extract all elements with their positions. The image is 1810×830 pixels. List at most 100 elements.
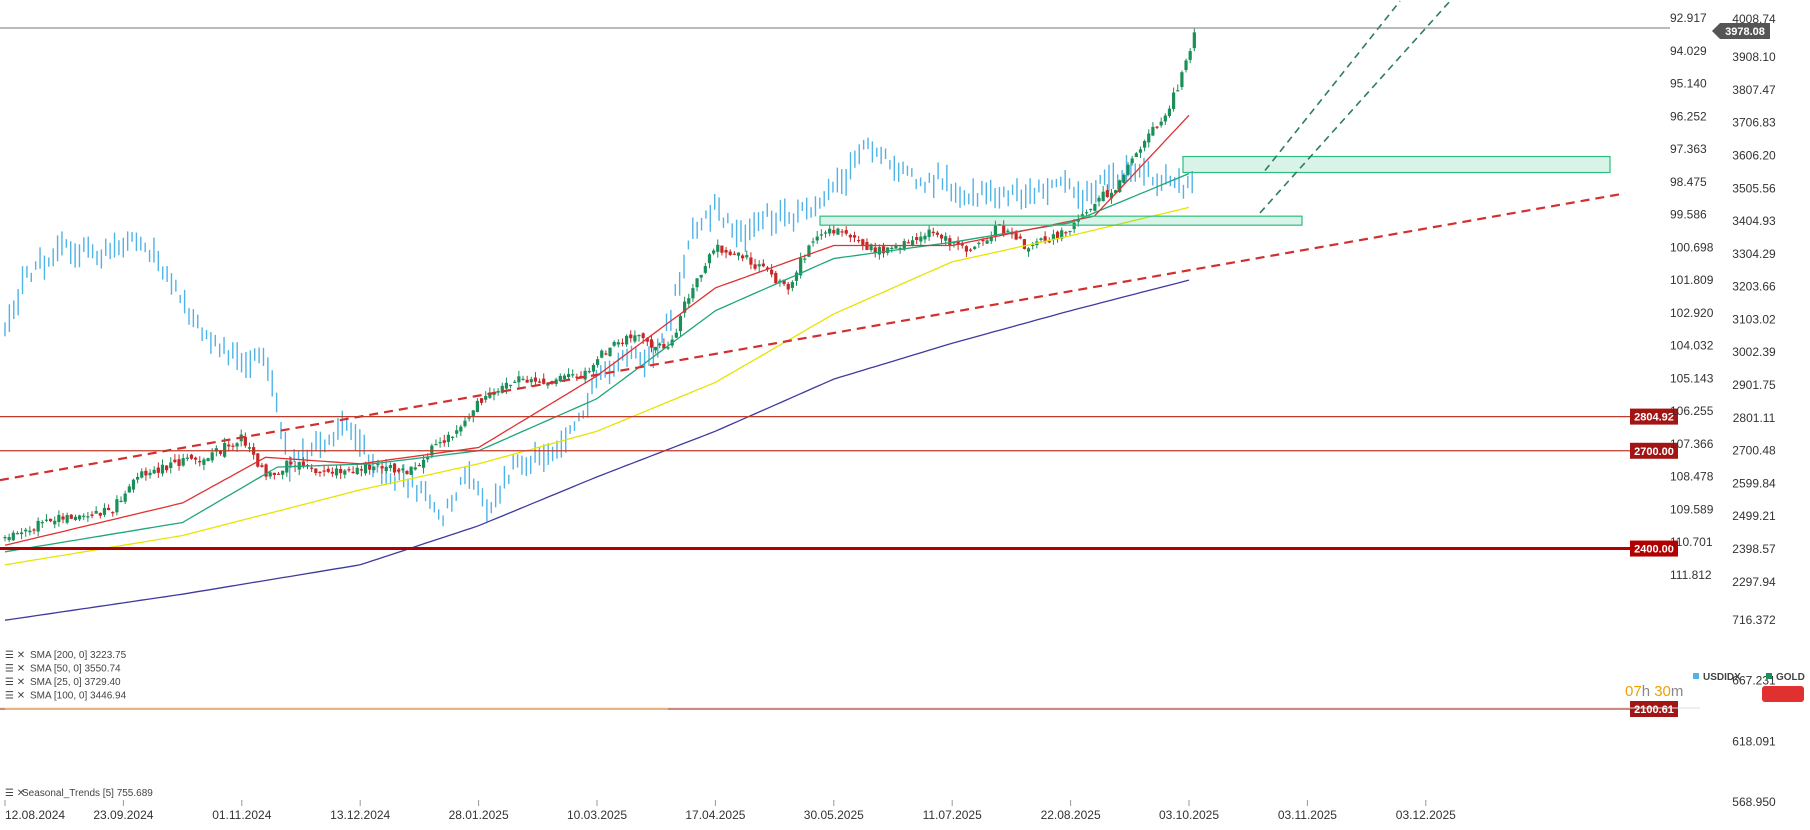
candle-body bbox=[877, 247, 881, 255]
candle-body bbox=[906, 242, 910, 244]
candle-body bbox=[19, 532, 24, 535]
candle-body bbox=[753, 264, 757, 269]
gold-axis-label: 2599.84 bbox=[1732, 476, 1776, 490]
candle-body bbox=[140, 471, 144, 478]
candle-body bbox=[397, 469, 401, 472]
candle-body bbox=[268, 472, 272, 477]
candle-body bbox=[1122, 174, 1126, 183]
candle-body bbox=[861, 239, 865, 246]
candle-body bbox=[148, 472, 152, 476]
candle-body bbox=[11, 532, 15, 541]
indicator-axis-label: 667.231 bbox=[1732, 674, 1776, 688]
ma-legend-entry: SMA [200, 0] 3223.75 bbox=[30, 650, 127, 661]
candle-body bbox=[832, 230, 836, 234]
candle-body bbox=[836, 228, 840, 235]
candle-body bbox=[1076, 219, 1080, 222]
usdidx-axis: 92.917 94.029 95.140 96.252 97.363 98.475 99.5… bbox=[1670, 11, 1714, 582]
x-tick-label: 03.12.2025 bbox=[1396, 808, 1456, 822]
candle-body bbox=[94, 510, 98, 514]
x-axis: 12.08.2024 23.09.2024 01.11.2024 13.12.2024… bbox=[4, 800, 1456, 822]
candle-body bbox=[24, 529, 28, 532]
countdown-part: 07 bbox=[1625, 683, 1642, 700]
gold-axis-label: 3807.47 bbox=[1732, 83, 1776, 97]
candle-body bbox=[1006, 230, 1010, 232]
candle-body bbox=[326, 468, 330, 472]
candle-body bbox=[703, 266, 707, 273]
candle-body bbox=[206, 458, 210, 461]
candle-body bbox=[881, 246, 886, 254]
candle-body bbox=[683, 301, 687, 313]
candle-body bbox=[1031, 244, 1035, 247]
gold-axis-top-label: 4008.74 bbox=[1732, 12, 1776, 26]
candle-body bbox=[1192, 32, 1196, 49]
candle-body bbox=[513, 381, 517, 383]
candle-body bbox=[351, 471, 355, 474]
candle-body bbox=[736, 252, 741, 256]
candle-body bbox=[770, 269, 774, 275]
candle-body bbox=[107, 507, 111, 511]
candle-body bbox=[973, 246, 977, 249]
usdidx-axis-label: 97.363 bbox=[1670, 142, 1707, 156]
candle-body bbox=[82, 515, 86, 517]
candle-body bbox=[384, 466, 388, 472]
candle-body bbox=[123, 493, 127, 502]
candle-body bbox=[57, 514, 61, 523]
candle-body bbox=[40, 522, 44, 524]
candle-body bbox=[1184, 60, 1188, 70]
moving-average-line bbox=[4, 172, 1190, 553]
gold-axis-label: 2297.94 bbox=[1732, 575, 1776, 589]
candle-body bbox=[376, 463, 380, 466]
candle-body bbox=[612, 341, 616, 346]
x-tick-label: 30.05.2025 bbox=[804, 808, 864, 822]
candle-body bbox=[985, 240, 989, 244]
candle-body bbox=[633, 335, 637, 342]
candle-body bbox=[629, 334, 633, 339]
candle-body bbox=[243, 436, 247, 446]
usdidx-axis-label: 109.589 bbox=[1670, 502, 1714, 516]
candle-body bbox=[165, 465, 169, 471]
candle-body bbox=[823, 232, 828, 234]
candle-body bbox=[799, 258, 803, 276]
current-price-label: 3978.08 bbox=[1725, 26, 1765, 38]
candle-body bbox=[1060, 230, 1064, 239]
candle-body bbox=[537, 381, 542, 383]
candle-body bbox=[558, 375, 562, 382]
candle-body bbox=[1101, 191, 1105, 201]
candle-body bbox=[1097, 197, 1101, 202]
candle-body bbox=[1080, 214, 1085, 217]
candle-body bbox=[1134, 153, 1138, 158]
x-tick-label: 28.01.2025 bbox=[449, 808, 509, 822]
candle-body bbox=[235, 443, 239, 447]
candle-body bbox=[662, 344, 666, 349]
candle-body bbox=[533, 377, 538, 382]
ma-legend-entry: SMA [25, 0] 3729.40 bbox=[30, 677, 121, 688]
candle-body bbox=[1047, 241, 1051, 243]
level-tag bbox=[1630, 701, 1678, 717]
candle-body bbox=[438, 442, 442, 444]
candle-body bbox=[434, 444, 438, 446]
candle-body bbox=[1043, 236, 1047, 242]
candle-body bbox=[339, 469, 343, 474]
gold-axis-label: 3304.29 bbox=[1732, 247, 1776, 261]
ma-legend-entry: SMA [100, 0] 3446.94 bbox=[30, 691, 127, 702]
candle-body bbox=[728, 251, 732, 255]
candle-body bbox=[517, 376, 521, 383]
gold-legend-label: GOLD bbox=[1776, 672, 1805, 683]
candle-body bbox=[595, 359, 600, 366]
candle-body bbox=[53, 520, 57, 525]
candle-body bbox=[198, 460, 202, 463]
rising-trendline bbox=[0, 192, 1626, 482]
candle-body bbox=[421, 459, 426, 468]
candle-body bbox=[873, 247, 877, 253]
gold-axis-label: 3404.93 bbox=[1732, 214, 1776, 228]
candle-body bbox=[654, 346, 658, 351]
candle-body bbox=[641, 333, 645, 339]
candle-body bbox=[98, 512, 102, 516]
candle-body bbox=[807, 245, 811, 257]
candle-body bbox=[1155, 126, 1159, 128]
indicator-axis-label: 568.950 bbox=[1732, 795, 1776, 809]
gold-status-badge bbox=[1762, 686, 1804, 702]
candle-body bbox=[264, 464, 268, 477]
usdidx-axis-label: 104.032 bbox=[1670, 339, 1714, 353]
